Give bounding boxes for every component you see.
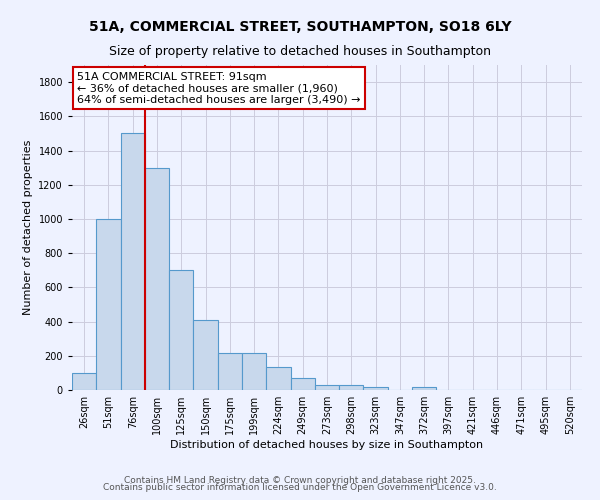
Bar bbox=[96, 219, 121, 390]
Text: 51A COMMERCIAL STREET: 91sqm
← 36% of detached houses are smaller (1,960)
64% of: 51A COMMERCIAL STREET: 91sqm ← 36% of de… bbox=[77, 72, 361, 104]
Text: Contains public sector information licensed under the Open Government Licence v3: Contains public sector information licen… bbox=[103, 484, 497, 492]
Bar bbox=[218, 353, 242, 390]
Text: Size of property relative to detached houses in Southampton: Size of property relative to detached ho… bbox=[109, 45, 491, 58]
Bar bbox=[266, 367, 290, 390]
Text: 51A, COMMERCIAL STREET, SOUTHAMPTON, SO18 6LY: 51A, COMMERCIAL STREET, SOUTHAMPTON, SO1… bbox=[89, 20, 511, 34]
Bar bbox=[412, 388, 436, 390]
Bar bbox=[169, 270, 193, 390]
X-axis label: Distribution of detached houses by size in Southampton: Distribution of detached houses by size … bbox=[170, 440, 484, 450]
Bar bbox=[364, 388, 388, 390]
Bar bbox=[121, 134, 145, 390]
Bar bbox=[72, 373, 96, 390]
Y-axis label: Number of detached properties: Number of detached properties bbox=[23, 140, 33, 315]
Bar bbox=[339, 385, 364, 390]
Bar bbox=[242, 353, 266, 390]
Text: Contains HM Land Registry data © Crown copyright and database right 2025.: Contains HM Land Registry data © Crown c… bbox=[124, 476, 476, 485]
Bar bbox=[145, 168, 169, 390]
Bar bbox=[290, 378, 315, 390]
Bar bbox=[315, 385, 339, 390]
Bar bbox=[193, 320, 218, 390]
